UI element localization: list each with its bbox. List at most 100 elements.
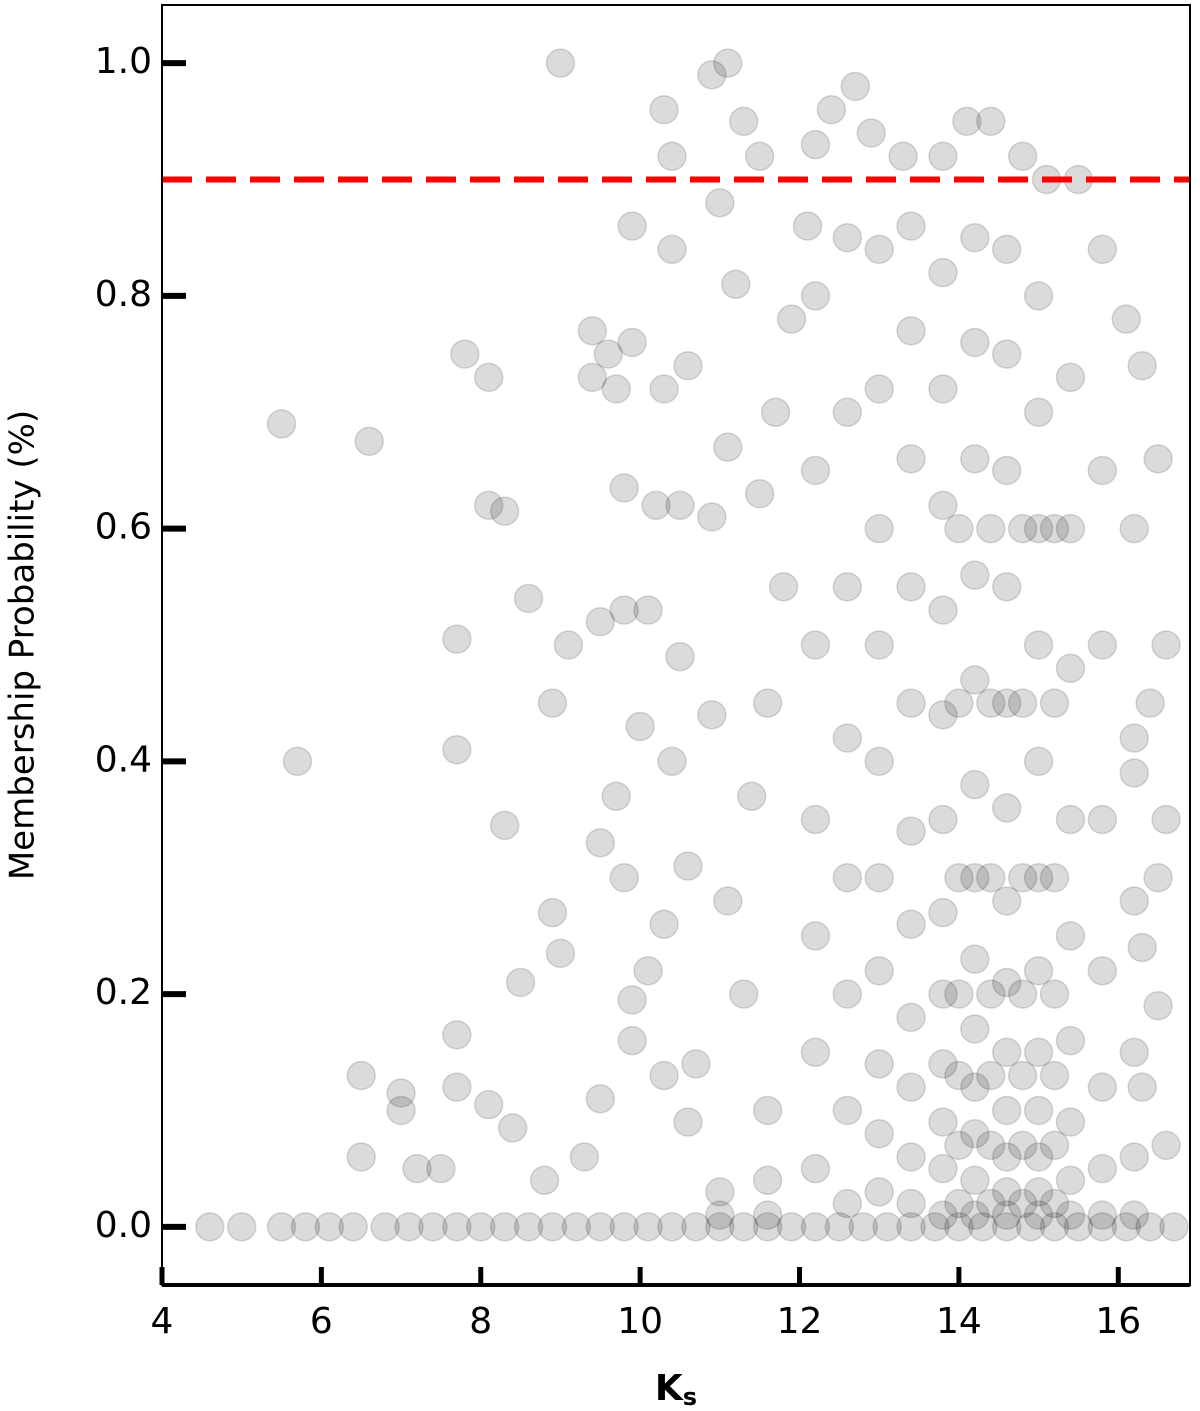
point bbox=[928, 700, 958, 730]
x-tick-label: 12 bbox=[777, 1301, 823, 1342]
point bbox=[673, 1107, 703, 1137]
point bbox=[960, 862, 990, 893]
point bbox=[705, 188, 735, 218]
point bbox=[944, 513, 974, 544]
point bbox=[952, 106, 982, 137]
point bbox=[473, 490, 504, 521]
point bbox=[928, 141, 958, 172]
point bbox=[705, 1200, 735, 1230]
point bbox=[800, 921, 831, 951]
point bbox=[266, 1212, 297, 1242]
point bbox=[1007, 979, 1038, 1009]
point bbox=[665, 641, 695, 672]
point bbox=[1127, 1072, 1157, 1102]
point bbox=[832, 397, 863, 428]
point bbox=[418, 1212, 448, 1242]
point bbox=[705, 1212, 735, 1242]
point bbox=[1055, 653, 1086, 684]
x-axis-label-main: K bbox=[655, 1368, 684, 1409]
point bbox=[960, 327, 990, 358]
point bbox=[928, 1153, 958, 1184]
point bbox=[1135, 1212, 1165, 1242]
point bbox=[1111, 1212, 1141, 1242]
point bbox=[1007, 1060, 1038, 1091]
point bbox=[928, 1200, 958, 1230]
point bbox=[1135, 688, 1165, 718]
point bbox=[657, 1212, 687, 1242]
point bbox=[673, 350, 703, 381]
point bbox=[442, 1212, 472, 1242]
point bbox=[585, 606, 616, 637]
point bbox=[991, 967, 1022, 998]
point bbox=[593, 339, 624, 369]
point bbox=[896, 211, 926, 241]
point bbox=[1023, 281, 1054, 311]
point bbox=[752, 688, 783, 718]
point bbox=[569, 1142, 600, 1172]
point bbox=[386, 1078, 416, 1108]
point bbox=[864, 746, 894, 777]
point bbox=[354, 426, 384, 457]
point bbox=[577, 316, 608, 346]
y-axis-label: Membership Probability (%) bbox=[3, 410, 43, 880]
point bbox=[609, 862, 639, 893]
point bbox=[752, 1095, 783, 1126]
point bbox=[944, 1212, 974, 1242]
point bbox=[195, 1212, 225, 1242]
point bbox=[896, 1142, 926, 1172]
point bbox=[1119, 1142, 1149, 1172]
point bbox=[1119, 758, 1149, 788]
point bbox=[561, 1212, 592, 1242]
point bbox=[442, 1020, 472, 1050]
point bbox=[864, 1118, 894, 1149]
point bbox=[752, 1200, 783, 1230]
point bbox=[832, 862, 863, 893]
point bbox=[928, 490, 958, 521]
point bbox=[426, 1153, 456, 1184]
point bbox=[792, 211, 823, 241]
point bbox=[752, 1212, 783, 1242]
point bbox=[1143, 990, 1173, 1021]
point bbox=[991, 1200, 1022, 1230]
point bbox=[1055, 1165, 1086, 1196]
point bbox=[1127, 932, 1157, 963]
point bbox=[928, 374, 958, 404]
point bbox=[960, 1200, 990, 1230]
point bbox=[681, 1212, 711, 1242]
point bbox=[314, 1212, 345, 1242]
x-tick-label: 8 bbox=[469, 1301, 492, 1342]
point bbox=[713, 48, 743, 78]
y-tick-label: 0.6 bbox=[95, 507, 152, 548]
point bbox=[800, 1037, 831, 1068]
point bbox=[1143, 862, 1173, 893]
point bbox=[1023, 956, 1054, 986]
point bbox=[489, 1212, 520, 1242]
point bbox=[976, 688, 1006, 718]
point bbox=[545, 48, 576, 78]
point bbox=[1039, 1212, 1070, 1242]
point bbox=[1023, 746, 1054, 777]
point bbox=[976, 106, 1006, 137]
point bbox=[641, 490, 671, 521]
point bbox=[617, 327, 647, 358]
y-tick-label: 0.8 bbox=[95, 274, 152, 315]
point bbox=[1087, 630, 1118, 660]
point bbox=[657, 141, 687, 172]
point bbox=[1087, 455, 1118, 486]
point bbox=[928, 1107, 958, 1137]
point bbox=[1063, 1212, 1094, 1242]
point bbox=[800, 129, 831, 160]
point bbox=[1055, 362, 1086, 393]
point bbox=[840, 71, 871, 102]
point bbox=[1023, 1177, 1054, 1207]
point bbox=[744, 478, 775, 509]
point bbox=[713, 886, 743, 916]
x-tick-label: 10 bbox=[617, 1301, 663, 1342]
point bbox=[633, 1212, 663, 1242]
point bbox=[649, 94, 679, 125]
point bbox=[896, 816, 926, 846]
point bbox=[832, 1188, 863, 1219]
point bbox=[617, 1025, 647, 1056]
point bbox=[601, 374, 631, 404]
point bbox=[721, 269, 751, 300]
